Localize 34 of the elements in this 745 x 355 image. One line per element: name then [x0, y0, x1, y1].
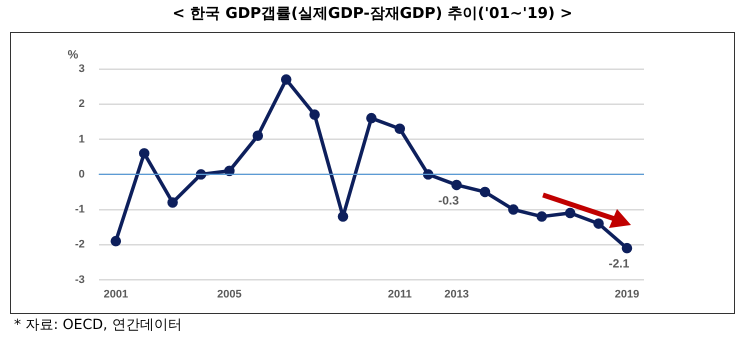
x-tick-label: 2019 [614, 288, 640, 300]
point [252, 130, 264, 142]
point [338, 211, 348, 222]
y-axis-title: % [68, 47, 79, 62]
point [593, 218, 604, 229]
point [366, 112, 377, 124]
point [480, 186, 490, 198]
y-tick-label: 0 [78, 168, 85, 180]
chart-title: < 한국 GDP갭률(실제GDP-잠재GDP) 추이('01~'19) > [171, 4, 574, 23]
y-tick-label: 1 [78, 133, 85, 146]
point [280, 74, 292, 85]
point [536, 211, 548, 222]
data-label: -2.1 [608, 256, 630, 270]
point [508, 204, 519, 215]
point [167, 197, 178, 208]
point [309, 109, 320, 120]
x-tick-label: 2011 [388, 288, 412, 300]
y-tick-label: -1 [75, 204, 85, 216]
x-tick-label: 2013 [444, 288, 469, 300]
data-label: -0.3 [438, 193, 460, 208]
point [622, 242, 632, 254]
point [110, 236, 122, 246]
y-tick-label: 2 [78, 98, 85, 110]
y-tick-label: -2 [75, 238, 85, 251]
y-tick-label: -3 [75, 274, 85, 286]
x-tick-label: 2001 [104, 288, 128, 300]
x-tick-label: 2005 [217, 288, 242, 300]
point [451, 180, 462, 190]
text: * 자료: OECD, 연간데이터 [14, 316, 182, 334]
point [564, 208, 576, 218]
point [224, 166, 235, 176]
point [138, 148, 150, 159]
point [394, 123, 406, 134]
y-tick-label: 3 [78, 63, 85, 76]
